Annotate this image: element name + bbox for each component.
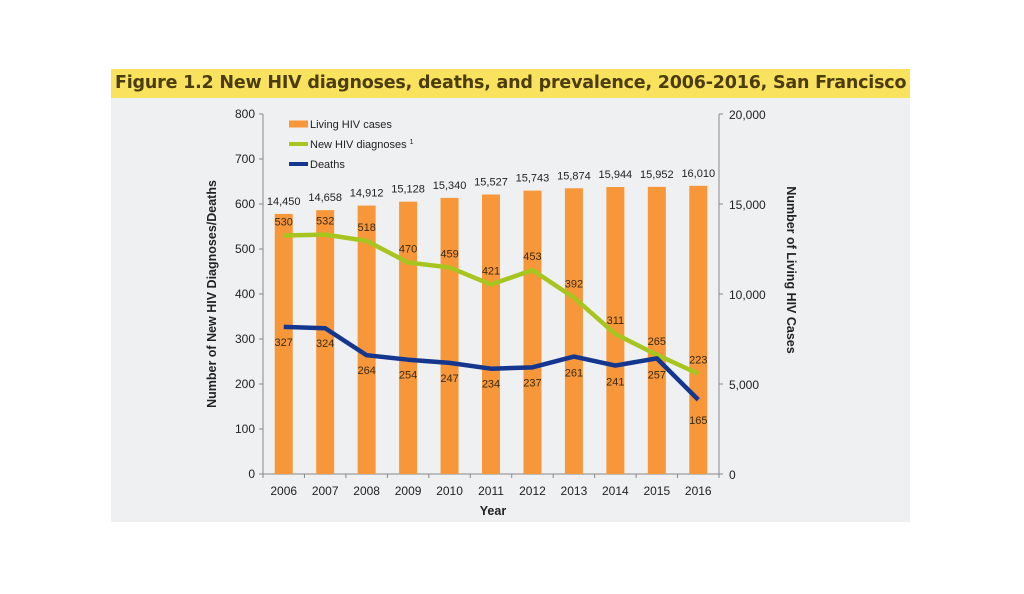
- bar-value-label: 15,952: [640, 169, 674, 181]
- legend-label: Living HIV cases: [310, 119, 392, 131]
- figure-title: Figure 1.2 New HIV diagnoses, deaths, an…: [115, 73, 907, 93]
- new-hiv-diagnoses-line-value-label: 223: [689, 355, 707, 367]
- deaths-line-value-label: 247: [440, 373, 458, 385]
- legend-item-living-hiv-cases: Living HIV cases: [289, 119, 392, 131]
- new-hiv-diagnoses-line-value-label: 392: [565, 279, 583, 291]
- legend-footnote-marker: 1: [410, 139, 414, 146]
- legend: Living HIV cases New HIV diagnoses 1 Deaths: [289, 119, 414, 171]
- bar-value-label: 15,340: [433, 180, 467, 192]
- y-tick-label-right: 10,000: [729, 288, 766, 302]
- bar-value-label: 16,010: [681, 168, 715, 180]
- deaths-line-value-label: 254: [399, 370, 417, 382]
- deaths-line-value-label: 241: [606, 377, 624, 389]
- figure-panel: Figure 1.2 New HIV diagnoses, deaths, an…: [111, 69, 910, 522]
- bar-value-label: 15,944: [599, 169, 633, 181]
- bar-value-label: 14,658: [308, 192, 342, 204]
- x-tick-label: 2014: [602, 484, 629, 498]
- bar-2009: [399, 201, 418, 475]
- legend-label-text: New HIV diagnoses: [310, 139, 407, 151]
- x-tick-label: 2009: [395, 484, 422, 498]
- legend-label: Deaths: [310, 159, 345, 171]
- point-labels: 530 532 518 470 459 421 453 392 311 265 223 327 324 2…: [275, 216, 708, 427]
- x-tick-label: 2015: [643, 484, 670, 498]
- x-tick-label: 2010: [436, 484, 463, 498]
- y-tick-label-left: 700: [235, 152, 255, 166]
- x-axis-title: Year: [480, 504, 507, 518]
- x-tick-label: 2013: [561, 484, 588, 498]
- bar-value-label: 14,912: [350, 188, 384, 200]
- new-hiv-diagnoses-line-value-label: 311: [607, 315, 625, 327]
- new-hiv-diagnoses-line-value-label: 421: [482, 266, 500, 278]
- y-tick-label-left: 0: [248, 467, 255, 481]
- bar-value-label: 14,450: [267, 196, 301, 208]
- new-hiv-diagnoses-line-value-label: 459: [440, 248, 458, 260]
- legend-swatch: [289, 142, 308, 146]
- y-tick-label-left: 600: [235, 197, 255, 211]
- y-tick-label-left: 100: [235, 422, 255, 436]
- x-tick-label: 2016: [685, 484, 712, 498]
- x-tick-label: 2011: [478, 484, 504, 498]
- bar-2011: [482, 194, 500, 474]
- x-tick-label: 2007: [312, 484, 339, 498]
- legend-item-deaths: Deaths: [289, 159, 345, 171]
- bar-value-label: 15,743: [516, 173, 550, 185]
- y-tick-label-left: 300: [235, 332, 255, 346]
- bar-labels: 14,450 14,658 14,912 15,128 15,340 15,527 15,7…: [267, 168, 715, 208]
- deaths-line-value-label: 324: [316, 338, 334, 350]
- new-hiv-diagnoses-line-value-label: 518: [357, 222, 375, 234]
- legend-label: New HIV diagnoses 1: [310, 139, 414, 151]
- new-hiv-diagnoses-line-value-label: 530: [275, 217, 293, 229]
- bar-value-label: 15,527: [474, 177, 508, 189]
- bar-2008: [357, 205, 376, 475]
- bar-2014: [606, 187, 625, 474]
- y-tick-label-right: 20,000: [729, 108, 766, 122]
- x-tick-label: 2006: [270, 484, 297, 498]
- legend-item-new-hiv-diagnoses: New HIV diagnoses 1: [289, 139, 414, 151]
- new-hiv-diagnoses-line-value-label: 265: [648, 336, 666, 348]
- y-tick-label-left: 500: [235, 242, 255, 256]
- legend-label-text: Living HIV cases: [310, 119, 392, 131]
- bar-2012: [523, 190, 542, 474]
- bar-value-label: 15,874: [557, 170, 591, 182]
- y-tick-label-left: 800: [235, 107, 255, 121]
- title-bar: Figure 1.2 New HIV diagnoses, deaths, an…: [111, 69, 910, 98]
- legend-swatch: [289, 120, 308, 128]
- y-tick-label-right: 15,000: [729, 198, 766, 212]
- deaths-line-value-label: 165: [689, 415, 707, 427]
- y-axis-title-left: Number of New HIV Diagnoses/Deaths: [205, 180, 219, 408]
- y-axis-title-right: Number of Living HIV Cases: [784, 186, 798, 353]
- bar-series-living-hiv-cases: [274, 185, 708, 475]
- deaths-line-value-label: 327: [275, 337, 293, 349]
- deaths-line-value-label: 237: [523, 377, 541, 389]
- y-tick-label-right: 5,000: [729, 378, 759, 392]
- legend-swatch: [289, 162, 308, 166]
- bar-2015: [647, 186, 666, 474]
- deaths-line-value-label: 234: [482, 379, 500, 391]
- bar-2010: [440, 197, 459, 474]
- new-hiv-diagnoses-line-value-label: 453: [523, 251, 541, 263]
- y-tick-label-left: 200: [235, 377, 255, 391]
- y-tick-label-left: 400: [235, 287, 255, 301]
- new-hiv-diagnoses-line-value-label: 470: [399, 244, 417, 256]
- new-hiv-diagnoses-line-value-label: 532: [316, 216, 334, 228]
- bar-2007: [316, 210, 335, 474]
- x-tick-label: 2012: [519, 484, 546, 498]
- deaths-line-value-label: 264: [357, 365, 375, 377]
- bar-2006: [274, 213, 293, 474]
- line-series: [283, 232, 700, 402]
- deaths-line-value-label: 261: [565, 368, 583, 380]
- bar-2016: [689, 185, 708, 474]
- deaths-line-value-label: 257: [648, 369, 666, 381]
- y-tick-label-right: 0: [729, 468, 736, 482]
- bar-2013: [564, 188, 583, 474]
- bar-value-label: 15,128: [391, 184, 425, 196]
- x-tick-label: 2008: [353, 484, 380, 498]
- legend-label-text: Deaths: [310, 159, 345, 171]
